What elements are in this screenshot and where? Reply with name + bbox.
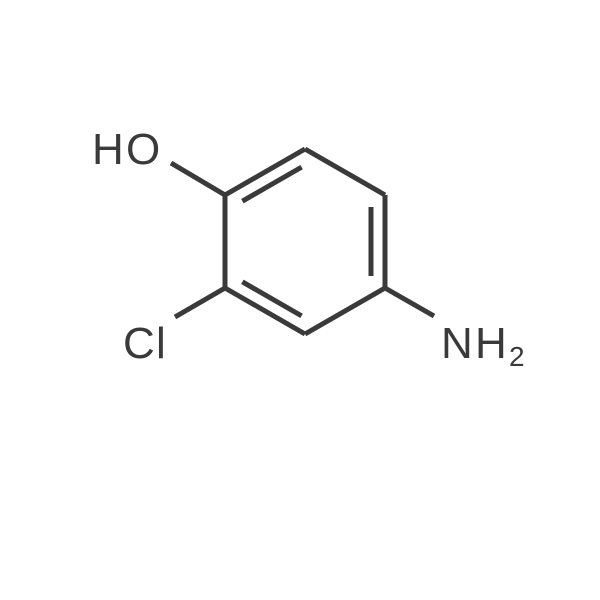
ring-bond-inner — [242, 167, 301, 201]
ring-bond-inner — [242, 282, 301, 316]
atom-label-cl: l — [156, 319, 166, 368]
substituent-bond-cl — [175, 288, 225, 317]
atom-label-cl: C — [123, 319, 155, 368]
atom-label-oh: O — [126, 125, 160, 174]
molecule-diagram: HOClNH2 — [0, 0, 600, 600]
atom-label-nh2: H — [475, 319, 507, 368]
ring-bond — [305, 149, 385, 195]
ring-bond — [305, 288, 385, 334]
atom-label-nh2: 2 — [509, 341, 525, 372]
substituent-bond-oh — [171, 163, 225, 195]
atom-label-oh: H — [92, 125, 124, 174]
substituent-bond-nh2 — [385, 288, 434, 316]
atom-label-nh2: N — [441, 319, 473, 368]
